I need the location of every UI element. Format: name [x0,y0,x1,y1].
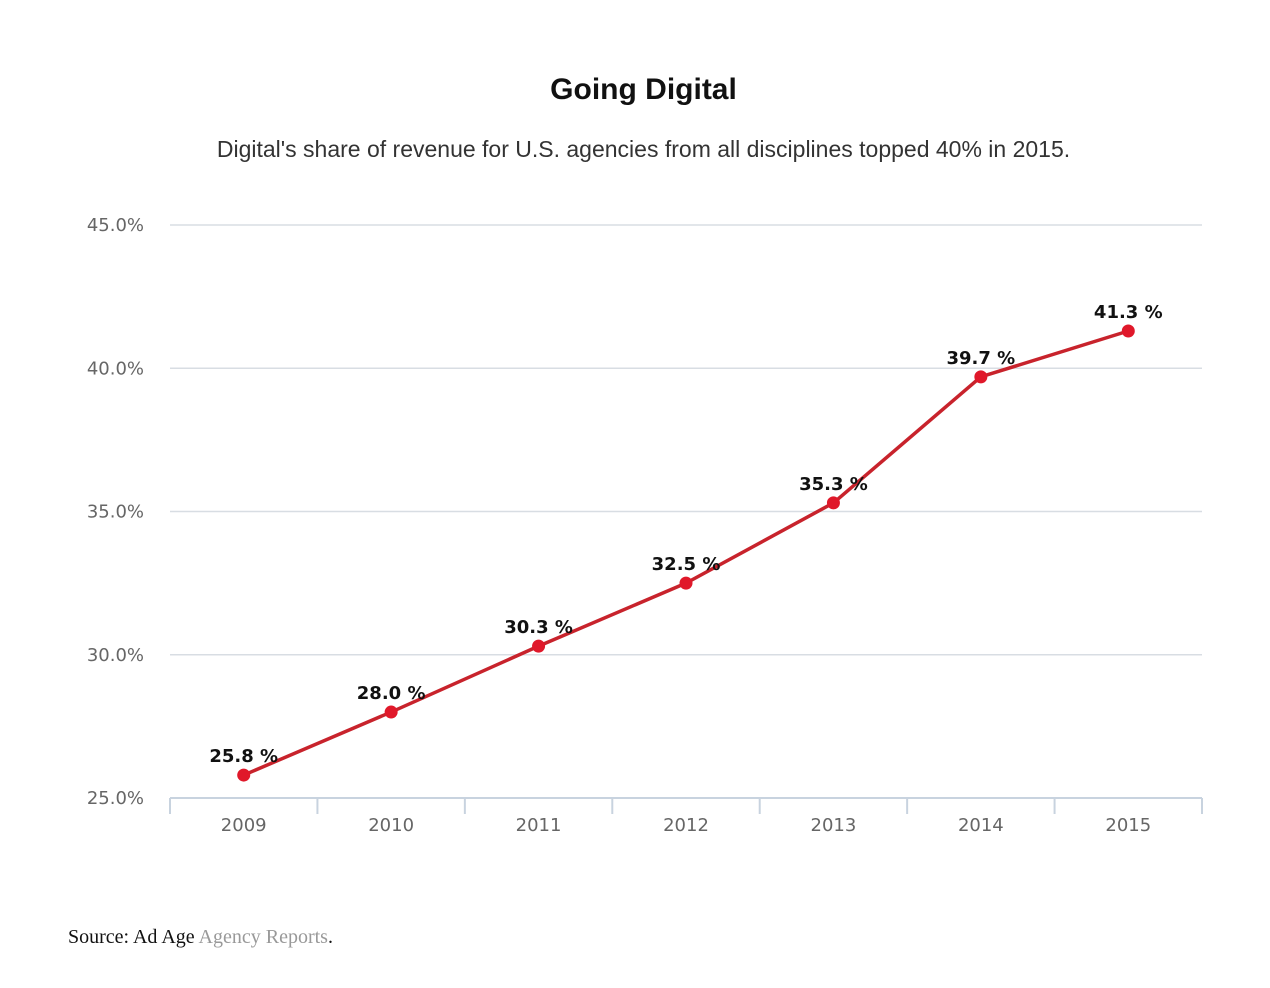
data-point-2013[interactable] [826,496,840,510]
x-tick-label-2013: 2013 [811,815,857,836]
chart-title: Going Digital [550,73,737,106]
x-tick-label-2009: 2009 [221,815,267,836]
data-point-2015[interactable] [1121,324,1135,338]
data-label-2014: 39.7 % [946,348,1015,369]
y-tick-label: 40.0% [87,358,144,379]
y-tick-label: 45.0% [87,215,144,236]
grid-lines [170,224,1202,656]
x-tick-label-2010: 2010 [368,815,414,836]
y-tick-label: 30.0% [87,645,144,666]
source-link[interactable]: Agency Reports [198,926,328,948]
data-point-2009[interactable] [237,768,251,782]
y-tick-label: 25.0% [87,788,144,809]
source-note: Source: Ad Age Agency Reports. [68,926,333,949]
data-label-2010: 28.0 % [357,683,426,704]
data-markers [237,324,1135,782]
series-line-group [243,329,1129,777]
x-tick-labels: 2009 2010 2011 2012 2013 2014 2015 [221,815,1151,836]
x-tick-label-2015: 2015 [1105,815,1151,836]
data-label-2011: 30.3 % [504,617,573,638]
data-point-2014[interactable] [974,370,988,384]
data-label-2015: 41.3 % [1094,302,1163,323]
data-point-2010[interactable] [384,705,398,719]
y-tick-label: 35.0% [87,502,144,523]
line-chart: 25.0%30.0%35.0%40.0%45.0% 2009 2010 2011 20… [87,215,1203,836]
chart-subtitle: Digital's share of revenue for U.S. agen… [216,136,1071,162]
x-tick-label-2014: 2014 [958,815,1004,836]
data-point-2012[interactable] [679,576,693,590]
data-label-2012: 32.5 % [652,554,721,575]
source-prefix: Source: Ad Age [68,926,199,948]
source-suffix: . [327,926,333,948]
data-label-2009: 25.8 % [209,746,278,767]
data-point-2011[interactable] [532,639,546,653]
x-axis [169,797,1203,814]
y-tick-labels: 25.0% 30.0% 35.0% 40.0% 45.0% [87,215,144,809]
data-label-2013: 35.3 % [799,474,868,495]
data-labels: 25.8 % 28.0 % 30.3 % 32.5 % 35.3 % 39.7 % 41.3… [209,302,1162,767]
series-line [243,329,1129,777]
x-tick-label-2011: 2011 [516,815,562,836]
x-tick-label-2012: 2012 [663,815,709,836]
